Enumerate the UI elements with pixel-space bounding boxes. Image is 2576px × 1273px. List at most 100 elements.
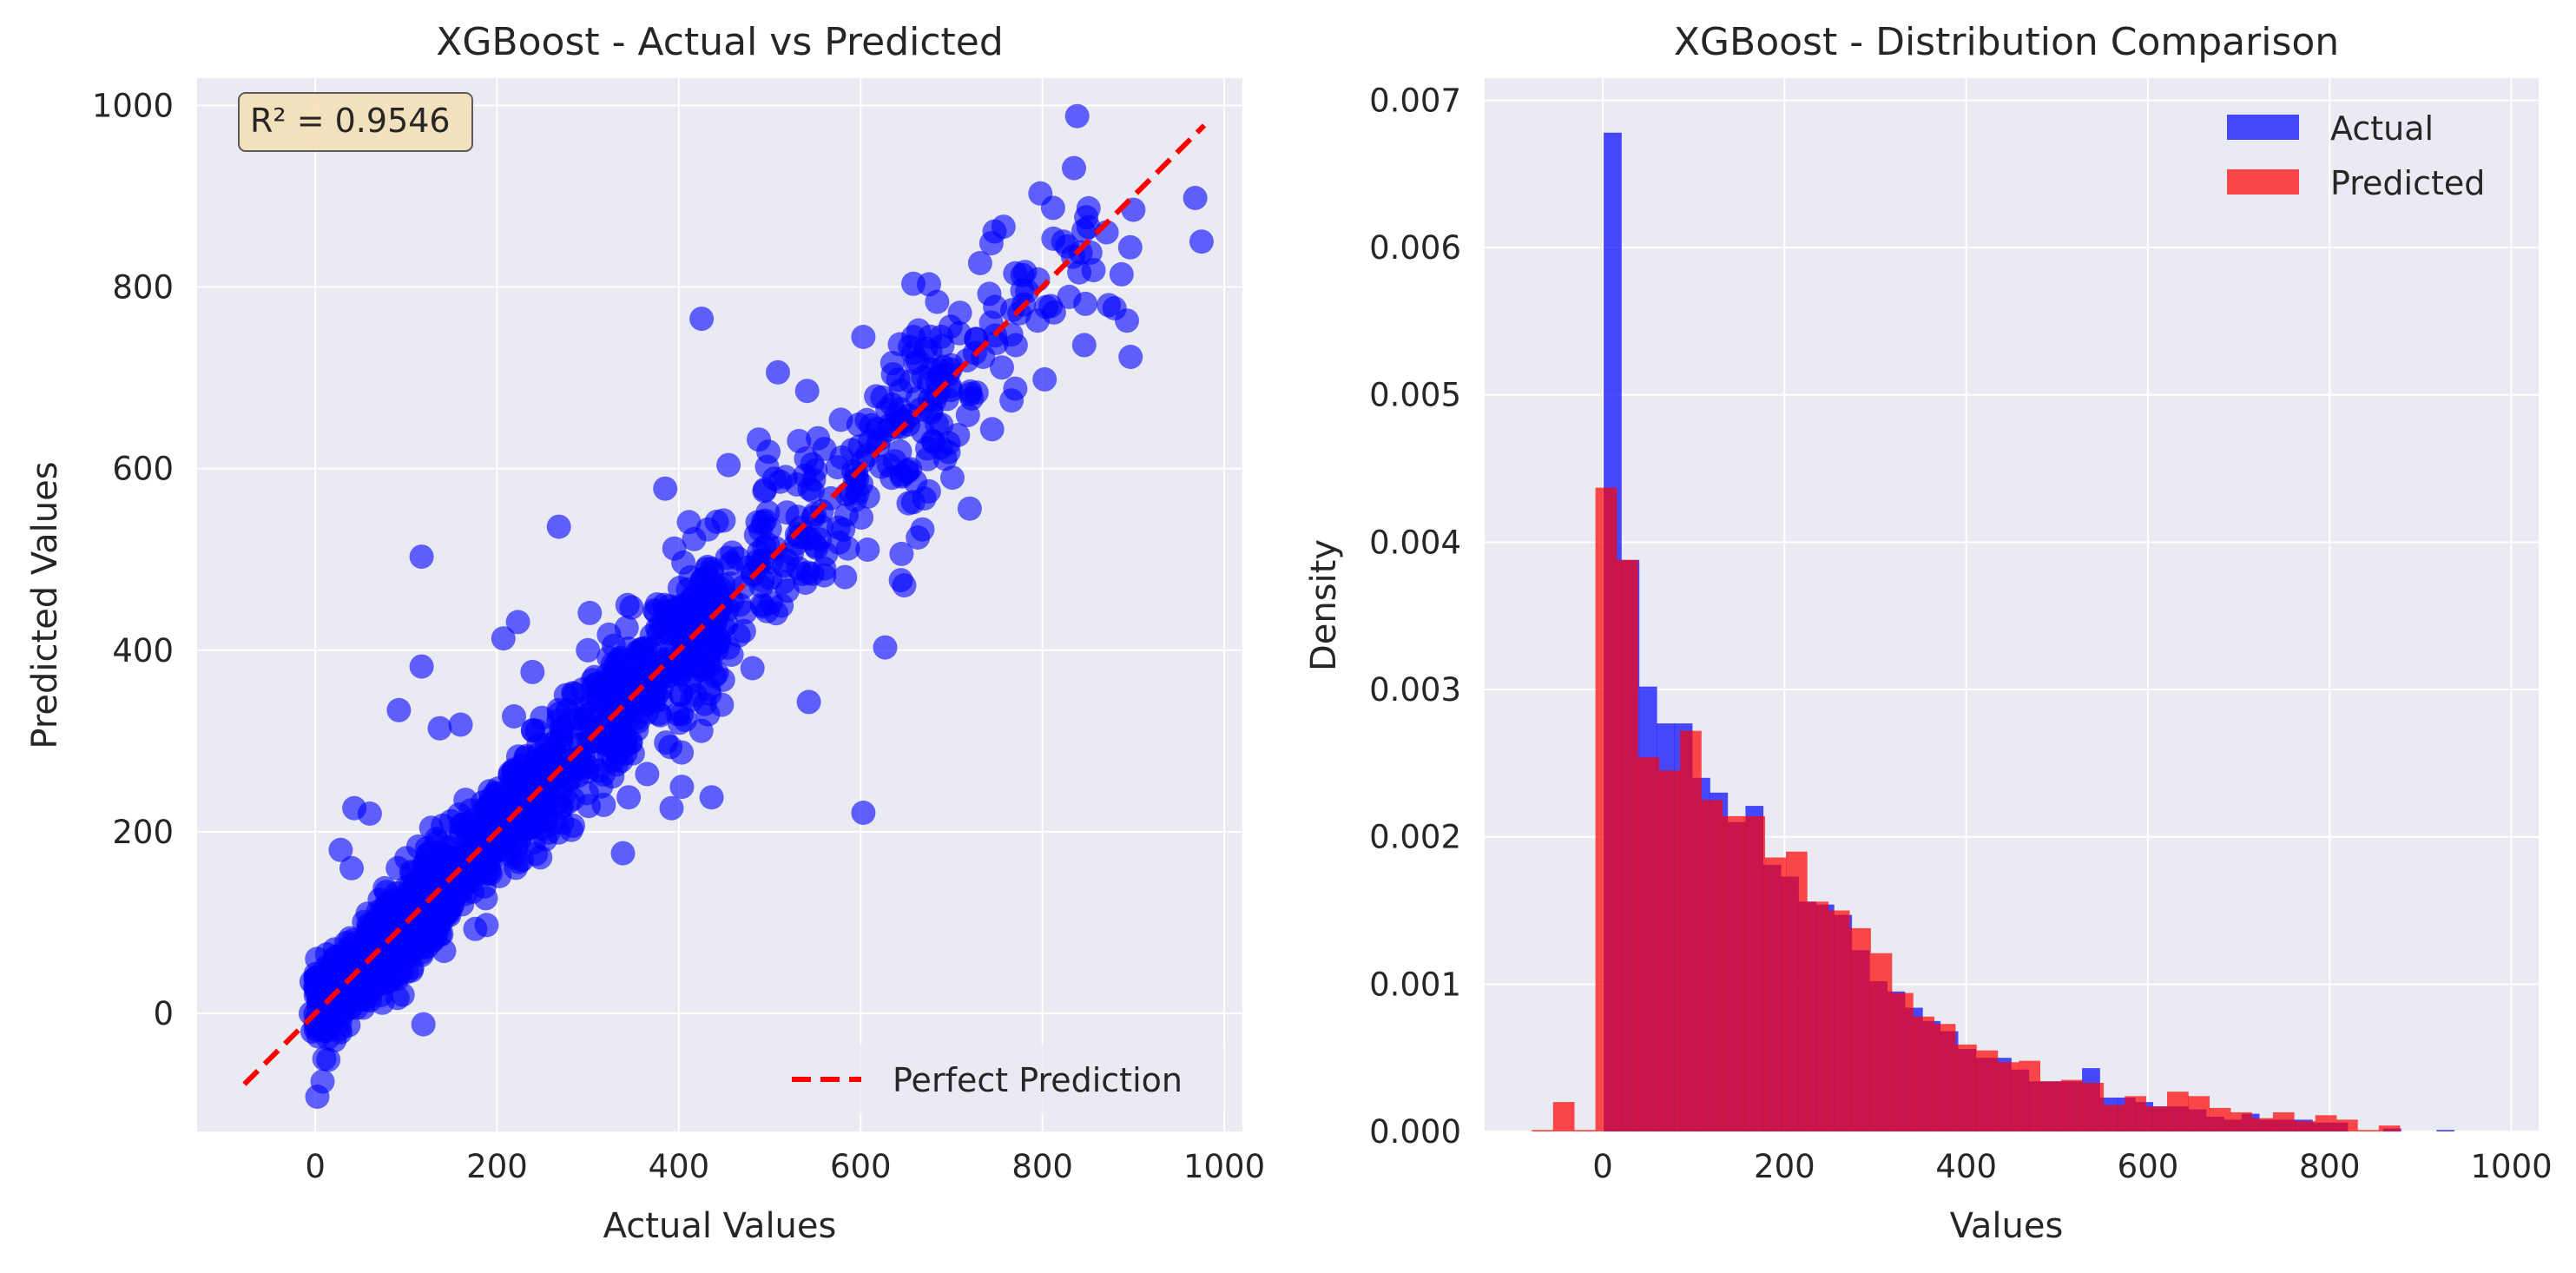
scatter-y-tick-label: 0	[153, 995, 174, 1032]
scatter-point	[549, 716, 574, 742]
histogram-bar-predicted	[1955, 1044, 1977, 1131]
scatter-point	[446, 802, 471, 827]
scatter-point	[1189, 229, 1214, 254]
scatter-point	[892, 573, 917, 598]
scatter-point	[977, 281, 1002, 307]
histogram-bar-predicted	[1764, 857, 1787, 1131]
scatter-point	[487, 788, 512, 813]
scatter-point	[596, 622, 622, 647]
scatter-x-axis-label: Actual Values	[603, 1206, 837, 1246]
perfect-prediction-line-group	[242, 123, 1207, 1086]
histogram-legend: Actual Predicted	[2227, 109, 2485, 202]
scatter-point	[1051, 229, 1076, 254]
scatter-point	[725, 546, 750, 571]
scatter-point	[896, 491, 921, 516]
scatter-point	[1032, 366, 1057, 392]
histogram-x-tick-label: 800	[2299, 1148, 2361, 1185]
scatter-point	[947, 320, 972, 346]
histogram-y-tick-label: 0.007	[1369, 82, 1461, 119]
scatter-point	[903, 469, 928, 494]
histogram-bar-predicted	[2230, 1111, 2252, 1131]
scatter-point	[851, 325, 876, 349]
scatter-point	[520, 718, 545, 742]
scatter-point	[463, 916, 488, 941]
histogram-bar-predicted	[1934, 1024, 1956, 1131]
scatter-point	[520, 659, 545, 684]
scatter-point	[1067, 260, 1092, 285]
scatter-point	[328, 837, 353, 862]
scatter-point	[753, 477, 778, 502]
scatter-point	[794, 446, 819, 472]
histogram-x-tick-label: 400	[1935, 1148, 1997, 1185]
scatter-point	[350, 961, 375, 986]
histogram-bar-predicted	[1617, 559, 1638, 1131]
scatter-point	[945, 423, 971, 447]
scatter-point	[1097, 293, 1122, 318]
scatter-point	[675, 621, 701, 646]
scatter-point	[599, 696, 623, 722]
scatter-y-ticks: 0 200 400 600 800 1000	[92, 87, 174, 1032]
histogram-bar-predicted	[2082, 1083, 2105, 1131]
scatter-point	[1038, 294, 1064, 319]
scatter-point	[448, 712, 473, 737]
scatter-point	[636, 689, 661, 715]
scatter-point	[298, 1001, 323, 1026]
scatter-point	[1028, 181, 1053, 206]
histogram-x-ticks: 0 200 400 600 800 1000	[1592, 1148, 2552, 1185]
scatter-point	[577, 600, 603, 625]
legend-swatch-actual	[2227, 115, 2299, 140]
scatter-point	[979, 417, 1005, 442]
scatter-point	[586, 677, 611, 702]
histogram-bar-predicted	[1743, 815, 1765, 1131]
scatter-point	[662, 536, 687, 561]
scatter-legend: Perfect Prediction	[777, 1045, 1224, 1114]
scatter-x-tick-label: 400	[649, 1148, 710, 1185]
histogram-y-axis-label: Density	[1304, 539, 1344, 671]
histogram-bar-predicted	[1828, 910, 1850, 1131]
scatter-point	[812, 437, 837, 462]
scatter-point	[888, 409, 913, 434]
histogram-y-tick-label: 0.005	[1369, 377, 1461, 414]
scatter-point	[1117, 234, 1143, 260]
scatter-point	[1071, 333, 1097, 358]
scatter-point	[833, 564, 858, 590]
scatter-y-tick-label: 400	[112, 632, 174, 669]
scatter-point	[344, 995, 369, 1020]
scatter-x-tick-label: 600	[830, 1148, 892, 1185]
scatter-point	[382, 964, 407, 989]
scatter-point	[889, 541, 914, 566]
scatter-point	[790, 562, 815, 586]
histogram-bar-predicted	[2167, 1092, 2189, 1131]
scatter-point	[849, 505, 874, 530]
scatter-panel: 0 200 400 600 800 1000 0 200 400 600 800 1000 XGBo…	[25, 20, 1265, 1246]
histogram-bar-predicted	[2019, 1060, 2040, 1131]
histogram-bar-predicted	[2315, 1115, 2337, 1131]
scatter-point	[654, 730, 679, 755]
scatter-point	[699, 785, 724, 810]
scatter-point	[610, 841, 636, 866]
scatter-point	[828, 407, 853, 432]
scatter-point	[642, 597, 667, 623]
histogram-bar-predicted	[1552, 1102, 1575, 1131]
scatter-point	[597, 733, 623, 758]
scatter-point	[855, 538, 880, 562]
scatter-point	[835, 536, 860, 561]
scatter-point	[999, 388, 1024, 413]
perfect-prediction-line	[242, 123, 1207, 1086]
scatter-point	[957, 496, 982, 521]
scatter-point	[955, 403, 980, 427]
scatter-point	[1118, 345, 1143, 369]
scatter-point	[600, 764, 625, 789]
scatter-point	[659, 795, 684, 821]
scatter-point	[580, 750, 605, 775]
scatter-point	[518, 815, 544, 841]
histogram-bar-predicted	[2378, 1125, 2401, 1131]
scatter-point	[716, 452, 741, 478]
histogram-x-axis-label: Values	[1950, 1206, 2064, 1246]
legend-label-predicted: Predicted	[2330, 164, 2485, 202]
scatter-point	[416, 854, 441, 880]
scatter-point	[688, 718, 714, 743]
histogram-bar-predicted	[1892, 993, 1914, 1131]
histogram-bar-predicted	[1658, 770, 1681, 1131]
scatter-point	[967, 251, 992, 275]
